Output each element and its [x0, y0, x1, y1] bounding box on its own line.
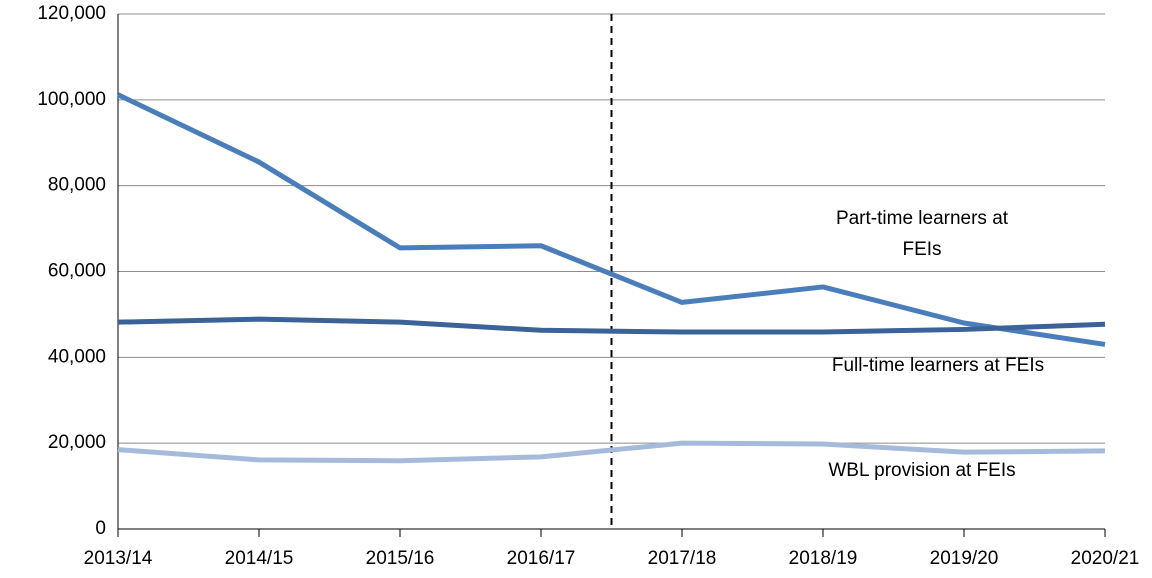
x-tick-label: 2017/18 [648, 548, 717, 569]
series-line [117, 316, 1106, 335]
y-tick-label: 0 [95, 518, 106, 539]
x-tick-label: 2013/14 [84, 548, 153, 569]
y-tick-label: 40,000 [48, 346, 106, 367]
x-tick-label: 2019/20 [930, 548, 999, 569]
x-tick-label: 2018/19 [789, 548, 858, 569]
y-tick-label: 100,000 [37, 89, 106, 110]
series-line [117, 440, 1106, 464]
y-tick-label: 60,000 [48, 261, 106, 282]
y-tick-label: 120,000 [37, 3, 106, 24]
series-line [116, 92, 1106, 347]
x-tick-label: 2015/16 [366, 548, 435, 569]
series-label: WBL provision at FEIs [828, 460, 1016, 481]
series-label: Full-time learners at FEIs [831, 355, 1045, 376]
x-tick-label: 2020/21 [1071, 548, 1140, 569]
series-label: Part-time learners at FEIs [835, 208, 1009, 260]
y-tick-label: 20,000 [48, 432, 106, 453]
x-tick-label: 2014/15 [225, 548, 294, 569]
y-tick-label: 80,000 [48, 175, 106, 196]
x-tick-label: 2016/17 [507, 548, 576, 569]
